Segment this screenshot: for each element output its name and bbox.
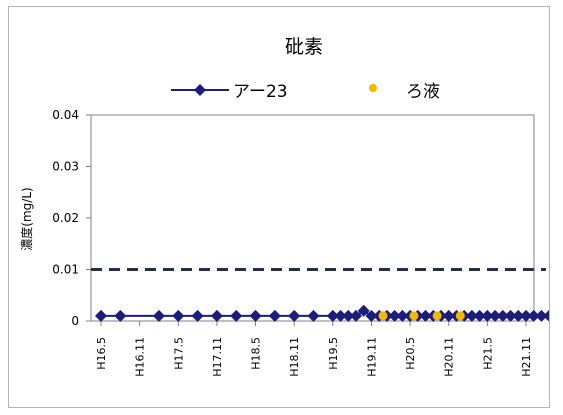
data-point-a23 — [535, 309, 548, 322]
data-point-filtrate — [378, 311, 388, 321]
data-point-a23 — [388, 309, 401, 322]
x-tick-label: H20.5 — [404, 337, 417, 370]
chart-svg: 砒素 アー23 ろ液 濃度(mg/L) 0 0.01 0.02 0.03 0.04 H1… — [19, 36, 556, 377]
x-tick-label: H16.11 — [134, 337, 147, 377]
data-point-a23 — [396, 309, 409, 322]
chart-frame: 砒素 アー23 ろ液 濃度(mg/L) 0 0.01 0.02 0.03 0.04 H1… — [8, 6, 556, 408]
data-point-a23 — [357, 304, 370, 317]
plot-border — [90, 114, 535, 322]
data-point-a23 — [326, 309, 339, 322]
plot-area — [90, 114, 556, 322]
data-point-a23 — [342, 309, 355, 322]
data-point-filtrate — [455, 311, 465, 321]
x-tick-label: H19.11 — [365, 337, 378, 377]
x-tick-label: H16.5 — [95, 337, 108, 370]
data-point-a23 — [543, 309, 556, 322]
x-axis-ticks: H16.5 H16.11 H17.5 H17.11 H18.5 H18.11 H19.5 H1… — [95, 321, 533, 377]
y-axis-ticks: 0 0.01 0.02 0.03 0.04 — [52, 108, 91, 328]
data-point-a23 — [249, 309, 262, 322]
y-axis-label: 濃度(mg/L) — [19, 187, 34, 250]
x-tick-label: H20.11 — [443, 337, 456, 377]
data-point-a23 — [210, 309, 223, 322]
data-point-a23 — [114, 309, 127, 322]
data-point-a23 — [288, 309, 301, 322]
y-tick-label: 0.03 — [52, 160, 79, 174]
x-tick-label: H21.11 — [520, 337, 533, 377]
y-tick-label: 0.01 — [52, 263, 79, 277]
data-point-a23 — [465, 309, 478, 322]
y-tick-label: 0.04 — [52, 108, 79, 122]
data-point-a23 — [230, 309, 243, 322]
data-point-a23 — [365, 309, 378, 322]
data-point-filtrate — [432, 311, 442, 321]
data-point-filtrate — [409, 311, 419, 321]
chart-title: 砒素 — [285, 36, 323, 58]
legend: アー23 ろ液 — [171, 82, 440, 102]
x-tick-label: H18.5 — [250, 337, 263, 370]
legend-label-filtrate: ろ液 — [406, 82, 440, 102]
data-point-a23 — [350, 309, 362, 322]
y-tick-label: 0 — [71, 314, 79, 328]
data-point-a23 — [473, 309, 486, 322]
data-point-a23 — [268, 309, 281, 322]
data-point-a23 — [95, 309, 107, 322]
legend-marker-filtrate — [369, 84, 377, 92]
data-point-a23 — [419, 309, 432, 322]
data-point-a23 — [489, 309, 502, 322]
x-tick-label: H18.11 — [288, 337, 301, 377]
x-tick-label: H17.5 — [172, 337, 185, 370]
data-point-a23 — [307, 309, 320, 322]
data-point-a23 — [512, 309, 525, 322]
legend-label-a23: アー23 — [233, 82, 288, 102]
data-point-a23 — [481, 309, 494, 322]
data-point-a23 — [504, 309, 517, 322]
data-point-a23 — [172, 309, 185, 322]
data-point-a23 — [442, 309, 455, 322]
x-tick-label: H21.5 — [481, 337, 494, 370]
y-tick-label: 0.02 — [52, 211, 79, 225]
data-point-a23 — [496, 309, 509, 322]
legend-marker-a23 — [194, 84, 206, 96]
data-point-a23 — [520, 309, 532, 322]
data-point-a23 — [152, 309, 165, 322]
data-point-a23 — [334, 309, 347, 322]
data-point-a23 — [191, 309, 204, 322]
data-point-a23 — [527, 309, 540, 322]
x-tick-label: H17.11 — [211, 337, 224, 377]
x-tick-label: H19.5 — [327, 337, 340, 370]
